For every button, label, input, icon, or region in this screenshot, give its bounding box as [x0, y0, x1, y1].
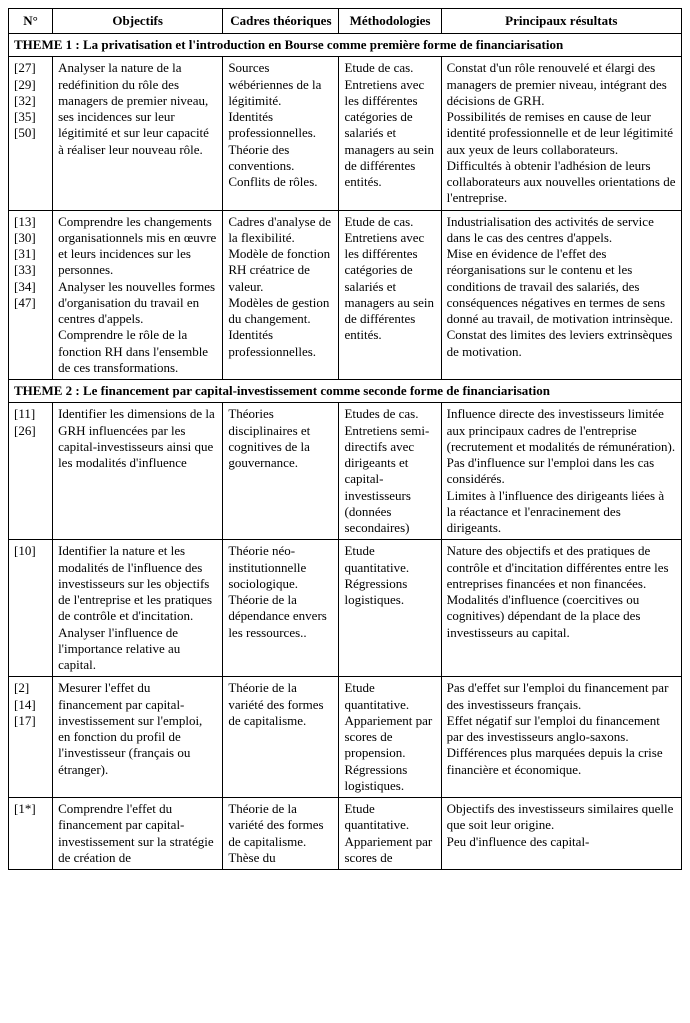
cell-objectifs: Identifier la nature et les modalités de… — [53, 540, 223, 677]
cell-refs: [10] — [9, 540, 53, 677]
header-row: N° Objectifs Cadres théoriques Méthodolo… — [9, 9, 682, 34]
cell-methodo: Etude de cas. Entretiens avec les différ… — [339, 57, 441, 210]
col-header-methodo: Méthodologies — [339, 9, 441, 34]
theme-1-row: THEME 1 : La privatisation et l'introduc… — [9, 34, 682, 57]
col-header-cadres: Cadres théoriques — [223, 9, 339, 34]
table-row: [27] [29] [32] [35] [50] Analyser la nat… — [9, 57, 682, 210]
cell-cadres: Théories disciplinaires et cognitives de… — [223, 403, 339, 540]
cell-methodo: Etude quantitative. Régressions logistiq… — [339, 540, 441, 677]
cell-refs: [1*] — [9, 798, 53, 870]
cell-resultats: Objectifs des investisseurs similaires q… — [441, 798, 681, 870]
cell-refs: [13] [30] [31] [33] [34] [47] — [9, 210, 53, 380]
theme-2-label: THEME 2 : Le financement par capital-inv… — [9, 380, 682, 403]
cell-resultats: Influence directe des investisseurs limi… — [441, 403, 681, 540]
cell-objectifs: Comprendre les changements organisationn… — [53, 210, 223, 380]
research-table: N° Objectifs Cadres théoriques Méthodolo… — [8, 8, 682, 870]
col-header-num: N° — [9, 9, 53, 34]
cell-resultats: Industrialisation des activités de servi… — [441, 210, 681, 380]
cell-resultats: Nature des objectifs et des pratiques de… — [441, 540, 681, 677]
cell-cadres: Théorie de la variété des formes de capi… — [223, 798, 339, 870]
cell-methodo: Etudes de cas. Entretiens semi-directifs… — [339, 403, 441, 540]
table-row: [13] [30] [31] [33] [34] [47] Comprendre… — [9, 210, 682, 380]
cell-resultats: Constat d'un rôle renouvelé et élargi de… — [441, 57, 681, 210]
cell-methodo: Etude de cas. Entretiens avec les différ… — [339, 210, 441, 380]
table-row: [11] [26] Identifier les dimensions de l… — [9, 403, 682, 540]
cell-cadres: Sources wébériennes de la légitimité. Id… — [223, 57, 339, 210]
cell-cadres: Cadres d'analyse de la flexibilité. Modè… — [223, 210, 339, 380]
cell-objectifs: Analyser la nature de la redéfinition du… — [53, 57, 223, 210]
cell-refs: [27] [29] [32] [35] [50] — [9, 57, 53, 210]
cell-methodo: Etude quantitative. Appariement par scor… — [339, 798, 441, 870]
table-row: [1*] Comprendre l'effet du financement p… — [9, 798, 682, 870]
cell-refs: [2] [14] [17] — [9, 677, 53, 798]
col-header-resultats: Principaux résultats — [441, 9, 681, 34]
col-header-objectifs: Objectifs — [53, 9, 223, 34]
cell-resultats: Pas d'effet sur l'emploi du financement … — [441, 677, 681, 798]
theme-2-row: THEME 2 : Le financement par capital-inv… — [9, 380, 682, 403]
cell-cadres: Théorie néo-institutionnelle sociologiqu… — [223, 540, 339, 677]
cell-methodo: Etude quantitative. Appariement par scor… — [339, 677, 441, 798]
cell-objectifs: Comprendre l'effet du financement par ca… — [53, 798, 223, 870]
table-row: [10] Identifier la nature et les modalit… — [9, 540, 682, 677]
cell-objectifs: Identifier les dimensions de la GRH infl… — [53, 403, 223, 540]
cell-objectifs: Mesurer l'effet du financement par capit… — [53, 677, 223, 798]
table-row: [2] [14] [17] Mesurer l'effet du finance… — [9, 677, 682, 798]
cell-refs: [11] [26] — [9, 403, 53, 540]
theme-1-label: THEME 1 : La privatisation et l'introduc… — [9, 34, 682, 57]
cell-cadres: Théorie de la variété des formes de capi… — [223, 677, 339, 798]
